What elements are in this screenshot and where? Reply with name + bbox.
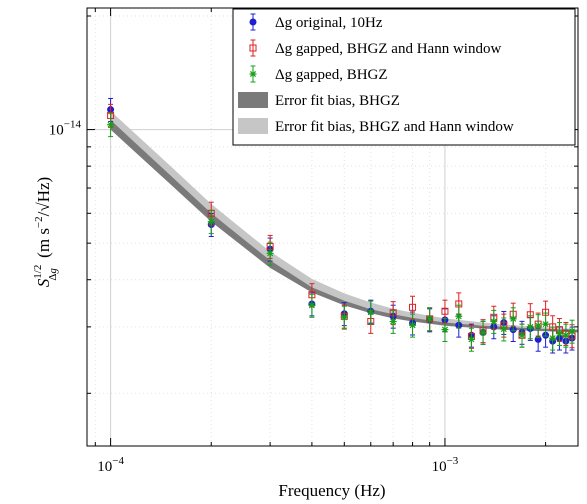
data-point [426, 315, 434, 323]
x-tick-label: 10−4 [97, 455, 124, 475]
data-point [467, 335, 475, 343]
data-point [500, 325, 508, 333]
y-tick-label: 10−14 [49, 119, 82, 139]
legend-box [232, 8, 576, 146]
data-point [249, 18, 257, 26]
data-point [409, 321, 417, 329]
data-point [308, 301, 316, 309]
legend-label: Δg gapped, BHGZ [275, 67, 388, 83]
legend-label: Δg original, 10Hz [275, 15, 383, 31]
data-point [441, 307, 449, 315]
legend-entry: Error fit bias, BHGZ and Hann window [238, 118, 514, 135]
data-point [555, 330, 563, 338]
data-point [266, 249, 274, 257]
data-point [490, 317, 498, 325]
data-point [207, 218, 215, 226]
data-point [534, 322, 542, 330]
legend-label: Error fit bias, BHGZ and Hann window [275, 119, 514, 135]
data-points [107, 97, 576, 354]
data-point [441, 326, 449, 334]
data-point [389, 317, 397, 325]
data-point [249, 70, 257, 78]
legend-swatch [238, 92, 268, 108]
series--g-gapped-bhgz [107, 113, 576, 352]
legend-entry: Δg gapped, BHGZ and Hann window [249, 39, 501, 57]
data-point [340, 313, 348, 321]
legend-label: Error fit bias, BHGZ [275, 93, 400, 109]
data-point [562, 331, 570, 339]
legend-label: Δg gapped, BHGZ and Hann window [275, 41, 501, 57]
data-point [367, 308, 375, 316]
data-point [518, 331, 526, 339]
data-point [249, 44, 257, 52]
plot-frame [86, 7, 579, 447]
legend-entry: Error fit bias, BHGZ [238, 92, 400, 109]
data-point [509, 315, 517, 323]
tick-labels: 10−4 10−3 10−14 [49, 119, 459, 475]
data-point [526, 323, 534, 331]
data-point [568, 327, 576, 335]
legend-swatch [238, 118, 268, 134]
data-point [479, 328, 487, 336]
x-tick-label: 10−3 [432, 455, 459, 475]
data-point [107, 121, 115, 129]
svg-text:S1/2Δg (m s−2/√Hz): S1/2 Δg (m s−2/√Hz) [32, 177, 59, 287]
y-axis-label: S1/2 Δg (m s−2/√Hz) [32, 177, 59, 287]
legend: Δg original, 10Hz Δg gapped, BHGZ and Han… [232, 8, 576, 146]
legend-entry: Δg gapped, BHGZ [249, 65, 388, 83]
data-point [455, 312, 463, 320]
data-point [542, 320, 550, 328]
data-point [409, 303, 417, 311]
data-point [549, 334, 557, 342]
x-axis-label: Frequency (Hz) [278, 481, 385, 500]
legend-entry: Δg original, 10Hz [249, 13, 383, 31]
